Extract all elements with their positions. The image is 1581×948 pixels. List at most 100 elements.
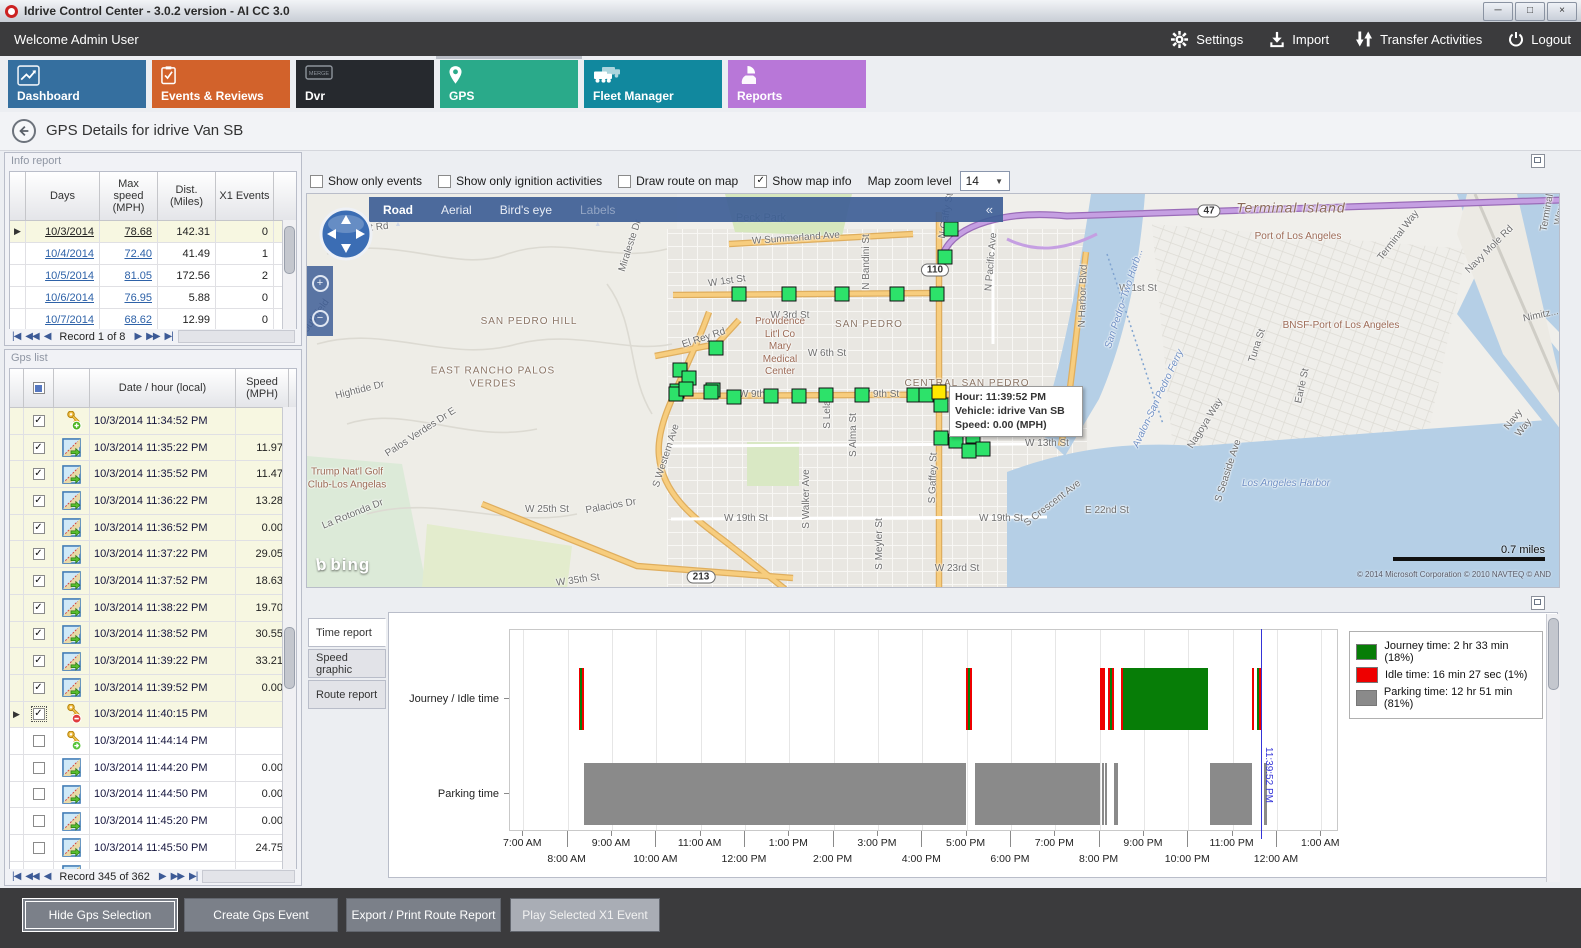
gps-row[interactable]: 10/3/2014 11:45:50 PM 24.75 — [10, 835, 296, 862]
tab-dvr[interactable]: MERGE Dvr — [296, 60, 434, 108]
map-zoom-select[interactable]: 14 ▼ — [959, 171, 1010, 191]
speed-column-header[interactable]: Speed (MPH) — [236, 369, 289, 407]
row-checkbox[interactable] — [32, 735, 45, 748]
column-header[interactable]: Dist. (Miles) — [158, 172, 216, 220]
gps-row[interactable]: ✓ 10/3/2014 11:38:52 PM 30.55 — [10, 621, 296, 649]
date-column-header[interactable]: Date / hour (local) — [90, 369, 236, 407]
gps-marker[interactable] — [703, 384, 719, 400]
gps-marker[interactable] — [678, 381, 694, 397]
menu-action-settings[interactable]: Settings — [1170, 30, 1243, 49]
info-report-scrollbar[interactable] — [282, 220, 296, 329]
time-panel-collapse-button[interactable] — [1531, 596, 1545, 610]
info-pager-prev-button[interactable]: |◀ — [12, 331, 21, 342]
gps-marker[interactable] — [731, 286, 747, 302]
tab-route-report[interactable]: Route report — [308, 680, 386, 709]
tab-speed-graphic[interactable]: Speed graphic — [308, 649, 386, 678]
menu-action-transfer-activities[interactable]: Transfer Activities — [1355, 30, 1482, 48]
map-style-bird-s-eye[interactable]: Bird's eye — [499, 202, 552, 217]
gps-marker[interactable] — [708, 340, 724, 356]
tab-dashboard[interactable]: Dashboard — [8, 60, 146, 108]
tab-time-report[interactable]: Time report — [308, 618, 386, 647]
map-zoom-out-button[interactable]: − — [311, 310, 329, 327]
row-checkbox[interactable]: ✓ — [32, 468, 45, 481]
row-checkbox[interactable] — [32, 815, 45, 828]
checkbox[interactable] — [618, 174, 632, 188]
gps-pager-prev-button[interactable]: ◀ — [43, 871, 52, 882]
gps-row[interactable]: ✓ 10/3/2014 11:36:22 PM 13.28 — [10, 488, 296, 515]
max-speed-link[interactable]: 68.62 — [124, 313, 152, 326]
gps-row[interactable]: ✓ 10/3/2014 11:39:52 PM 0.00 — [10, 674, 296, 702]
checkbox[interactable]: ✓ — [754, 174, 768, 188]
bing-map[interactable]: Peck ParkCrest RdW Summerland AveMirales… — [306, 193, 1560, 588]
create-gps-event-button[interactable]: Create Gps Event — [184, 898, 338, 932]
gps-list-scrollbar[interactable] — [282, 407, 296, 869]
gps-marker[interactable] — [933, 397, 949, 413]
row-checkbox[interactable]: ✓ — [32, 681, 45, 694]
checkbox[interactable] — [438, 174, 452, 188]
map-style-labels[interactable]: Labels — [580, 203, 615, 217]
gps-row[interactable]: ✓ 10/3/2014 11:36:52 PM 0.00 — [10, 514, 296, 542]
hide-gps-selection-button[interactable]: Hide Gps Selection — [22, 898, 178, 932]
gps-row[interactable]: ✓ 10/3/2014 11:37:52 PM 18.63 — [10, 568, 296, 595]
day-link[interactable]: 10/6/2014 — [45, 291, 94, 304]
gps-marker[interactable] — [943, 221, 959, 237]
gps-marker[interactable] — [834, 286, 850, 302]
column-header[interactable]: Max speed (MPH) — [100, 172, 158, 220]
table-row[interactable]: ▶ 10/3/2014 78.68 142.31 0 — [10, 221, 296, 243]
map-zoom-in-button[interactable]: + — [311, 275, 329, 292]
table-row[interactable]: 10/5/2014 81.05 172.56 2 — [10, 265, 296, 287]
info-pager-next-button[interactable]: ▶ — [134, 331, 142, 342]
row-checkbox[interactable] — [32, 761, 45, 774]
back-button[interactable] — [12, 119, 36, 143]
gps-marker[interactable] — [889, 286, 905, 302]
tab-events-reviews[interactable]: Events & Reviews — [152, 60, 290, 108]
gps-row[interactable]: 10/3/2014 11:45:20 PM 0.00 — [10, 808, 296, 835]
time-panel-scrollbar[interactable] — [1546, 614, 1560, 882]
max-speed-cell[interactable]: 81.05 — [100, 265, 158, 286]
gps-row[interactable]: ✓ 10/3/2014 11:35:52 PM 11.47 — [10, 461, 296, 489]
row-checkbox[interactable] — [32, 868, 45, 869]
gps-marker[interactable] — [933, 430, 949, 446]
row-checkbox[interactable]: ✓ — [32, 494, 45, 507]
day-cell[interactable]: 10/5/2014 — [26, 265, 100, 286]
gps-row[interactable]: ▶ ✓ 10/3/2014 11:40:15 PM — [10, 701, 296, 729]
row-checkbox[interactable]: ✓ — [32, 521, 45, 534]
gps-row[interactable]: 10/3/2014 11:44:50 PM 0.00 — [10, 781, 296, 809]
gps-marker[interactable] — [791, 388, 807, 404]
gps-row[interactable]: ✓ 10/3/2014 11:35:22 PM 11.97 — [10, 434, 296, 462]
gps-row[interactable]: 10/3/2014 11:44:20 PM 0.00 — [10, 754, 296, 782]
checkbox[interactable] — [310, 174, 323, 188]
minimize-button[interactable]: ─ — [1483, 2, 1513, 21]
gps-marker[interactable] — [937, 249, 953, 265]
info-pager-prev-button[interactable]: ◀ — [43, 331, 52, 342]
gps-marker[interactable] — [726, 389, 742, 405]
gps-pager-next-button[interactable]: ▶| — [189, 871, 198, 882]
table-row[interactable]: 10/6/2014 76.95 5.88 0 — [10, 287, 296, 309]
day-cell[interactable]: 10/6/2014 — [26, 287, 100, 308]
tab-reports[interactable]: Reports — [728, 60, 866, 108]
maximize-button[interactable]: □ — [1515, 2, 1545, 21]
row-checkbox[interactable]: ✓ — [32, 574, 45, 587]
column-header[interactable]: X1 Events — [216, 172, 274, 220]
row-checkbox[interactable] — [32, 841, 45, 854]
row-checkbox[interactable]: ✓ — [32, 655, 45, 668]
gps-pager-prev-button[interactable]: |◀ — [12, 871, 21, 882]
gps-pager-hscroll[interactable] — [202, 870, 295, 883]
max-speed-cell[interactable]: 76.95 — [100, 287, 158, 308]
tab-fleet-manager[interactable]: Fleet Manager — [584, 60, 722, 108]
map-option-show-only-events[interactable]: Show only events — [310, 174, 422, 188]
gps-marker[interactable] — [929, 286, 945, 302]
row-checkbox[interactable]: ✓ — [32, 601, 45, 614]
gps-row[interactable]: ✓ 10/3/2014 11:37:22 PM 29.05 — [10, 541, 296, 569]
column-header[interactable]: Days — [26, 172, 100, 220]
day-link[interactable]: 10/7/2014 — [45, 313, 94, 326]
row-checkbox[interactable]: ✓ — [32, 441, 45, 454]
info-pager-prev-button[interactable]: ◀◀ — [25, 331, 39, 342]
gps-pager-next-button[interactable]: ▶ — [158, 871, 167, 882]
tab-gps[interactable]: GPS — [436, 56, 582, 108]
map-option-show-only-ignition-activities[interactable]: Show only ignition activities — [438, 174, 602, 188]
row-checkbox[interactable] — [32, 788, 45, 801]
gps-marker[interactable] — [975, 441, 991, 457]
max-speed-link[interactable]: 72.40 — [124, 247, 152, 260]
max-speed-cell[interactable]: 72.40 — [100, 243, 158, 264]
